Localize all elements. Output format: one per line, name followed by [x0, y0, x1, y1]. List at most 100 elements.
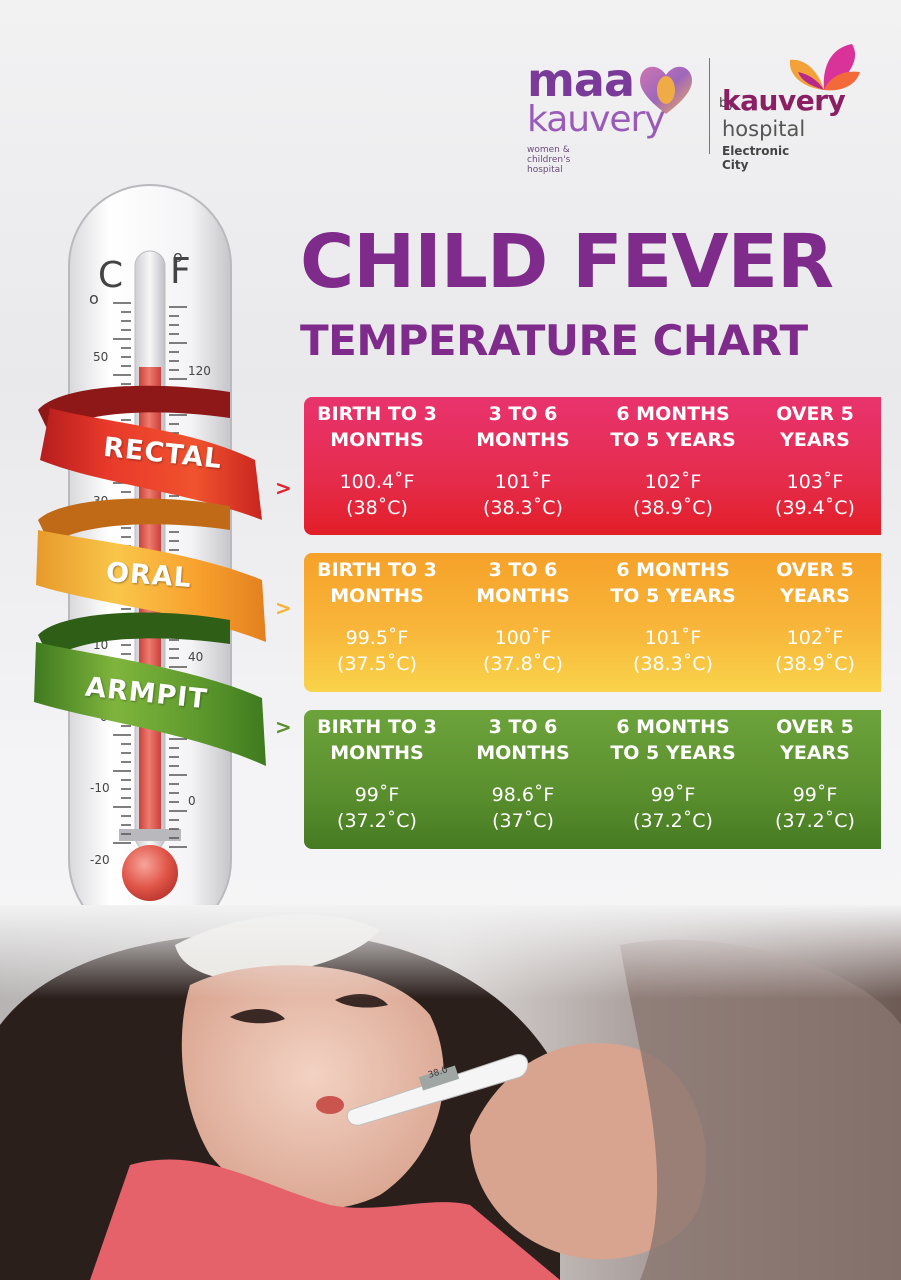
degree-symbol-f: o [173, 247, 183, 266]
celsius-value: (38.9˚C) [775, 653, 855, 675]
column-header: 6 MONTHS TO 5 YEARS [600, 714, 746, 766]
fahrenheit-value: 103˚F [786, 471, 844, 493]
celsius-value: (37.2˚C) [633, 810, 713, 832]
fahrenheit-value: 99.5˚F [345, 627, 409, 649]
heart-logo-icon [640, 66, 692, 114]
logo-by-text: by [719, 96, 735, 111]
column-header: 3 TO 6 MONTHS [450, 401, 596, 453]
celsius-value: (38.9˚C) [633, 497, 713, 519]
column-header-line1: 6 MONTHS [616, 559, 730, 581]
temperature-threshold: 100.4˚F (38˚C) [304, 469, 450, 521]
column-header-line1: 3 TO 6 [488, 403, 558, 425]
column-header-line2: YEARS [780, 585, 850, 607]
fahrenheit-tick-120: 120 [188, 364, 211, 378]
column-header-line2: MONTHS [476, 585, 570, 607]
column-header-line2: MONTHS [476, 742, 570, 764]
column-header-line1: OVER 5 [776, 716, 854, 738]
temperature-threshold: 99˚F (37.2˚C) [600, 782, 746, 834]
temperature-threshold: 102˚F (38.9˚C) [600, 469, 746, 521]
fahrenheit-unit: F [170, 251, 191, 292]
column-header-line2: MONTHS [476, 429, 570, 451]
fahrenheit-value: 99˚F [650, 784, 696, 806]
column-header: BIRTH TO 3 MONTHS [304, 401, 450, 453]
ribbons-graphic [34, 385, 266, 766]
fahrenheit-value: 98.6˚F [491, 784, 555, 806]
rectal-temperature-table: BIRTH TO 3 MONTHS 100.4˚F (38˚C) 3 TO 6 MONTH… [304, 397, 881, 535]
column-header: 6 MONTHS TO 5 YEARS [600, 557, 746, 609]
column-header-line1: 3 TO 6 [488, 559, 558, 581]
temperature-threshold: 98.6˚F (37˚C) [450, 782, 596, 834]
celsius-value: (37.8˚C) [483, 653, 563, 675]
armpit-temperature-table: BIRTH TO 3 MONTHS 99˚F (37.2˚C) 3 TO 6 MONTHS… [304, 710, 881, 849]
column-header-line2: TO 5 YEARS [610, 742, 736, 764]
ribbon-label-oral: ORAL [105, 557, 193, 594]
page-title: CHILD FEVER [300, 219, 834, 305]
fahrenheit-value: 102˚F [644, 471, 702, 493]
celsius-value: (39.4˚C) [775, 497, 855, 519]
column-header-line1: BIRTH TO 3 [317, 716, 437, 738]
oral-temperature-table: BIRTH TO 3 MONTHS 99.5˚F (37.5˚C) 3 TO 6 MONT… [304, 553, 881, 692]
celsius-tick-minus20: -20 [90, 853, 110, 867]
celsius-value: (37.2˚C) [337, 810, 417, 832]
celsius-tick-minus10: -10 [90, 781, 110, 795]
celsius-value: (38.3˚C) [633, 653, 713, 675]
celsius-value: (38˚C) [346, 497, 408, 519]
column-header: OVER 5 YEARS [742, 557, 888, 609]
temperature-threshold: 101˚F (38.3˚C) [450, 469, 596, 521]
column-header-line1: OVER 5 [776, 559, 854, 581]
column-header-line2: YEARS [780, 429, 850, 451]
column-header-line2: MONTHS [330, 429, 424, 451]
fahrenheit-tick-40: 40 [188, 650, 204, 664]
column-header-line1: BIRTH TO 3 [317, 559, 437, 581]
column-header-line1: 6 MONTHS [616, 403, 730, 425]
fahrenheit-value: 99˚F [354, 784, 400, 806]
page-subtitle: TEMPERATURE CHART [300, 316, 808, 365]
column-header: BIRTH TO 3 MONTHS [304, 714, 450, 766]
temperature-threshold: 103˚F (39.4˚C) [742, 469, 888, 521]
kauvery-hospital-word: hospital [722, 117, 806, 141]
arrow-armpit: > [275, 715, 292, 739]
arrow-rectal: > [275, 476, 292, 500]
fahrenheit-value: 101˚F [644, 627, 702, 649]
celsius-tick-50: 50 [93, 350, 109, 364]
temperature-threshold: 99˚F (37.2˚C) [742, 782, 888, 834]
fahrenheit-tick-0: 0 [188, 794, 196, 808]
column-header: 6 MONTHS TO 5 YEARS [600, 401, 746, 453]
celsius-value: (37.2˚C) [775, 810, 855, 832]
logo-maa-text: maa [527, 53, 635, 107]
column-header-line1: OVER 5 [776, 403, 854, 425]
celsius-value: (38.3˚C) [483, 497, 563, 519]
logo-kauvery-text: kauvery [527, 99, 666, 140]
fahrenheit-value: 100˚F [494, 627, 552, 649]
celsius-value: (37˚C) [492, 810, 554, 832]
column-header-line1: 3 TO 6 [488, 716, 558, 738]
child-with-thermometer-photo: 38.0 [0, 905, 901, 1280]
photo-illustration [0, 905, 901, 1280]
column-header: OVER 5 YEARS [742, 401, 888, 453]
fahrenheit-value: 102˚F [786, 627, 844, 649]
butterfly-logo-icon [789, 44, 860, 91]
logo-tagline: women & children's hospital [527, 145, 571, 175]
column-header: BIRTH TO 3 MONTHS [304, 557, 450, 609]
column-header-line1: BIRTH TO 3 [317, 403, 437, 425]
temperature-threshold: 99.5˚F (37.5˚C) [304, 625, 450, 677]
celsius-unit: C [98, 255, 124, 296]
column-header-line1: 6 MONTHS [616, 716, 730, 738]
arrow-oral: > [275, 596, 292, 620]
column-header-line2: MONTHS [330, 742, 424, 764]
column-header-line2: TO 5 YEARS [610, 585, 736, 607]
fahrenheit-value: 99˚F [792, 784, 838, 806]
hospital-location: Electronic City [722, 144, 790, 172]
celsius-value: (37.5˚C) [337, 653, 417, 675]
column-header: OVER 5 YEARS [742, 714, 888, 766]
column-header: 3 TO 6 MONTHS [450, 557, 596, 609]
fahrenheit-value: 100.4˚F [339, 471, 415, 493]
column-header-line2: TO 5 YEARS [610, 429, 736, 451]
column-header: 3 TO 6 MONTHS [450, 714, 596, 766]
column-header-line2: MONTHS [330, 585, 424, 607]
fahrenheit-value: 101˚F [494, 471, 552, 493]
temperature-threshold: 100˚F (37.8˚C) [450, 625, 596, 677]
temperature-threshold: 102˚F (38.9˚C) [742, 625, 888, 677]
logo-divider [709, 58, 710, 154]
temperature-threshold: 101˚F (38.3˚C) [600, 625, 746, 677]
